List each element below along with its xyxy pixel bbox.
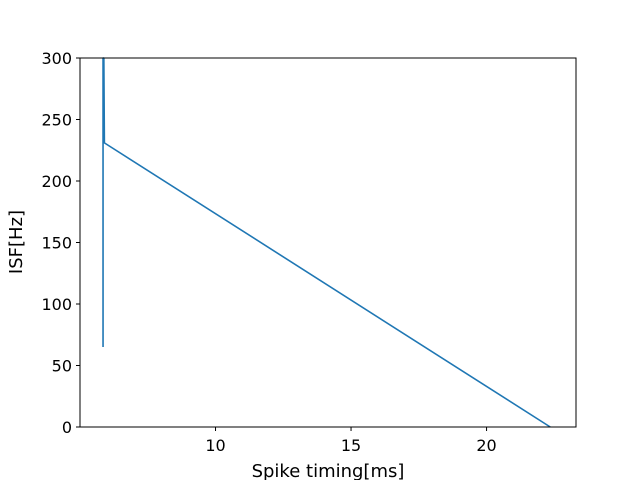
y-tick-label: 250: [41, 111, 72, 130]
y-tick-label: 300: [41, 49, 72, 68]
y-tick-label: 0: [62, 418, 72, 437]
x-axis-label: Spike timing[ms]: [252, 461, 405, 480]
x-tick-label: 10: [205, 436, 225, 455]
y-tick-label: 150: [41, 234, 72, 253]
plot-frame: [79, 57, 577, 428]
y-tick-label: 100: [41, 295, 72, 314]
y-tick-label: 200: [41, 172, 72, 191]
y-axis-label: ISF[Hz]: [6, 210, 27, 274]
x-tick-label: 20: [476, 436, 496, 455]
series-line: [102, 57, 551, 428]
series-layer: [102, 57, 551, 428]
y-tick-label: 50: [52, 357, 72, 376]
x-tick-label: 15: [341, 436, 361, 455]
